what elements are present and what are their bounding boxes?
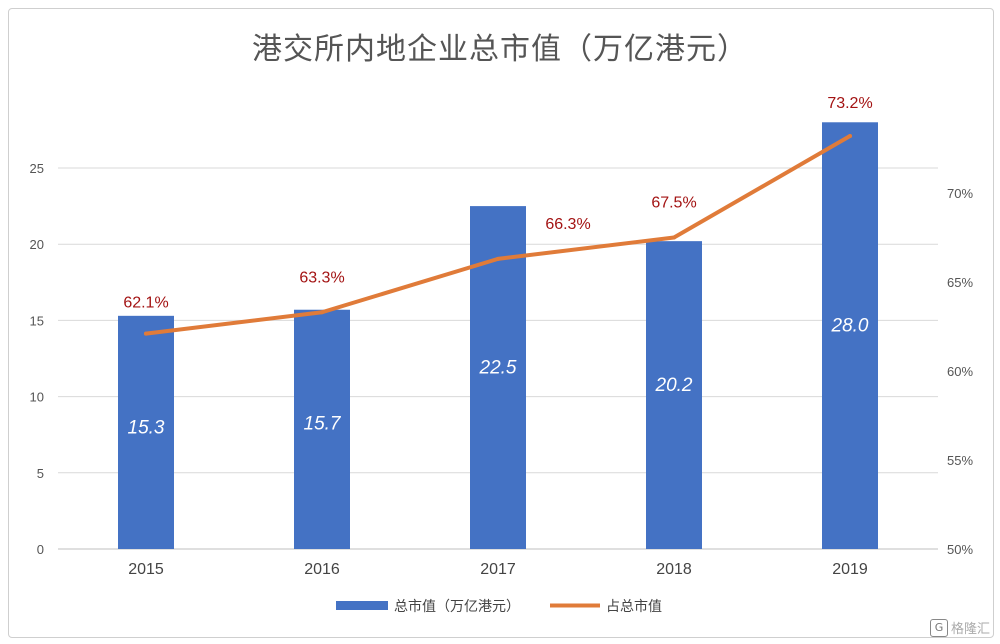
line-point (320, 310, 324, 315)
line-point (672, 235, 676, 240)
legend: 总市值（万亿港元） 占总市值 (336, 598, 662, 615)
line-value-label: 63.3% (299, 269, 344, 286)
line-point (144, 331, 148, 336)
bar (822, 122, 878, 549)
right-axis: 50% 55% 60% 65% 70% (947, 186, 973, 557)
y-right-tick-label: 50% (947, 542, 973, 557)
x-tick-label: 2016 (304, 561, 340, 578)
watermark-logo-icon: G (930, 618, 948, 637)
line-point (848, 134, 852, 139)
y-right-tick-label: 70% (947, 186, 973, 201)
y-left-tick-label: 5 (37, 466, 44, 481)
y-left-tick-label: 0 (37, 542, 44, 557)
x-axis: 2015 2016 2017 2018 2019 (128, 561, 868, 578)
y-right-tick-label: 55% (947, 453, 973, 468)
line-value-label: 66.3% (545, 216, 590, 233)
y-right-tick-label: 65% (947, 275, 973, 290)
bar-value-label: 20.2 (655, 375, 693, 396)
bar (118, 315, 174, 549)
y-left-tick-label: 15 (30, 313, 44, 328)
y-right-tick-label: 60% (947, 364, 973, 379)
watermark-text: 格隆汇 (951, 622, 991, 637)
line-value-label: 73.2% (827, 95, 872, 112)
bar-value-label: 15.3 (128, 417, 165, 438)
bar-value-label: 22.5 (479, 358, 517, 379)
legend-bar-label: 总市值（万亿港元） (394, 598, 520, 615)
left-axis: 0 5 10 15 20 25 (30, 161, 44, 557)
watermark: G 格隆汇 (930, 618, 1000, 640)
x-tick-label: 2015 (128, 561, 164, 578)
line-series: 62.1% 63.3% 66.3% 67.5% 73.2% (123, 95, 873, 336)
bar-value-label: 15.7 (304, 413, 342, 434)
chart-title: 港交所内地企业总市值（万亿港元） (252, 32, 748, 67)
y-left-tick-label: 10 (30, 390, 44, 405)
x-tick-label: 2018 (656, 561, 692, 578)
y-left-tick-label: 25 (30, 161, 44, 176)
legend-line-label: 占总市值 (606, 598, 662, 615)
y-left-tick-label: 20 (30, 237, 44, 252)
bar (646, 241, 702, 550)
line-point (496, 256, 500, 261)
bar (294, 309, 350, 549)
bar-value-label: 28.0 (831, 316, 869, 337)
line-value-label: 62.1% (123, 295, 168, 312)
legend-bar-swatch (336, 601, 388, 610)
line-value-label: 67.5% (651, 195, 696, 212)
x-tick-label: 2019 (832, 561, 868, 578)
x-tick-label: 2017 (480, 561, 516, 578)
